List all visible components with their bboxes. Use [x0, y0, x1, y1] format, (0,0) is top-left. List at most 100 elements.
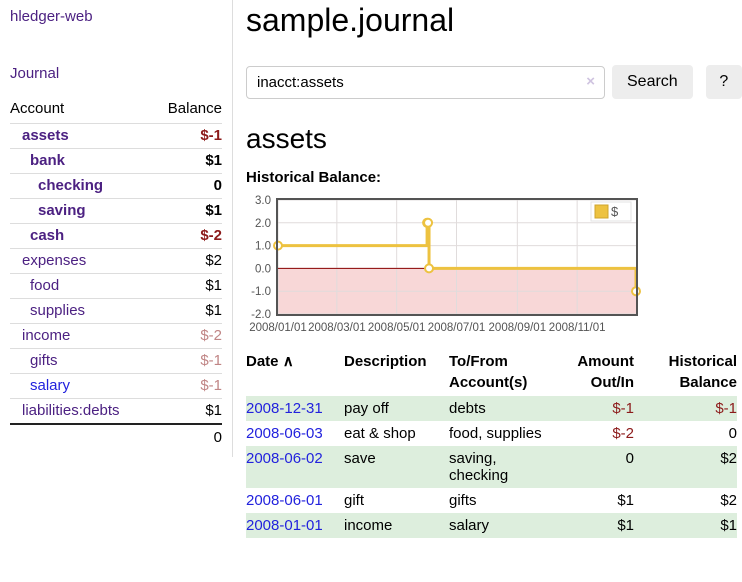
register-col-description: Description: [344, 353, 427, 370]
account-balance: $1: [151, 198, 222, 224]
page: hledger-web Journal Account Balance asse…: [0, 0, 742, 558]
register-description: income: [344, 517, 393, 534]
register-accounts: debts: [449, 400, 486, 417]
account-balance: $1: [151, 398, 222, 424]
register-balance: $-1: [715, 400, 737, 417]
accounts-table: Account Balance assets $-1 bank $1 check…: [10, 96, 222, 451]
chart-title: Historical Balance:: [246, 169, 382, 186]
svg-text:$: $: [611, 204, 619, 219]
svg-text:3.0: 3.0: [255, 195, 271, 207]
sidebar-account-liabilities-debts[interactable]: liabilities:debts: [22, 402, 120, 419]
register-date-link[interactable]: 2008-12-31: [246, 400, 323, 417]
register-date-link[interactable]: 2008-01-01: [246, 517, 323, 534]
sidebar-account-salary[interactable]: salary: [30, 377, 71, 394]
accounts-total-row: 0: [10, 423, 222, 451]
register-balance: $2: [720, 492, 737, 509]
register-accounts: gifts: [449, 492, 477, 509]
account-heading: assets: [246, 123, 327, 154]
account-balance: $1: [151, 148, 222, 174]
sidebar-account-expenses[interactable]: expenses: [22, 252, 87, 269]
main-content: sample.journal × Search ? assets Histori…: [233, 0, 742, 558]
sidebar-account-saving[interactable]: saving: [38, 202, 86, 219]
help-button[interactable]: ?: [705, 65, 742, 99]
register-balance: 0: [728, 425, 737, 442]
account-balance: $-2: [151, 223, 222, 249]
svg-text:-1.0: -1.0: [251, 286, 271, 298]
register-date-link[interactable]: 2008-06-03: [246, 425, 323, 442]
register-description: save: [344, 450, 376, 467]
account-balance: $1: [151, 298, 222, 324]
accounts-col-account: Account: [10, 100, 65, 117]
register-amount: $-1: [612, 400, 634, 417]
account-balance: 0: [151, 173, 222, 199]
search-bar: × Search ?: [246, 65, 742, 99]
svg-text:2008/01/01: 2008/01/01: [249, 322, 307, 334]
sidebar-account-gifts[interactable]: gifts: [30, 352, 58, 369]
register-col-amount: Amount Out/In: [577, 353, 634, 391]
account-row: income $-2: [10, 323, 222, 349]
register-table: Date ∧ Description To/From Account(s) Am…: [246, 348, 737, 538]
search-input[interactable]: [246, 65, 605, 99]
account-balance: $2: [151, 248, 222, 274]
account-row: expenses $2: [10, 248, 222, 274]
register-col-balance: Historical Balance: [668, 353, 737, 391]
search-button[interactable]: Search: [612, 65, 693, 99]
register-amount: $1: [617, 517, 634, 534]
account-balance: $-1: [151, 123, 222, 149]
sidebar-item-journal[interactable]: Journal: [10, 65, 60, 82]
historical-balance-chart: 3.0 2.0 1.0 0.0 -1.0 -2.0 2008/01/01 2008/03/01…: [246, 192, 742, 334]
register-amount: $1: [617, 492, 634, 509]
register-row: 2008-12-31 pay off debts $-1 $-1: [246, 396, 737, 421]
register-accounts: saving, checking: [449, 450, 509, 484]
register-amount: $-2: [612, 425, 634, 442]
account-row: bank $1: [10, 148, 222, 174]
register-amount: 0: [625, 450, 634, 467]
sidebar: hledger-web Journal Account Balance asse…: [0, 0, 233, 457]
register-description: eat & shop: [344, 425, 416, 442]
svg-text:2.0: 2.0: [255, 218, 271, 230]
clear-search-icon[interactable]: ×: [586, 72, 595, 90]
svg-text:-2.0: -2.0: [251, 309, 271, 321]
register-description: gift: [344, 492, 365, 509]
register-row: 2008-06-01 gift gifts $1 $2: [246, 488, 737, 513]
sidebar-account-food[interactable]: food: [30, 277, 60, 294]
account-row: gifts $-1: [10, 348, 222, 374]
account-row: assets $-1: [10, 123, 222, 149]
sidebar-account-cash[interactable]: cash: [30, 227, 65, 244]
account-row: checking 0: [10, 173, 222, 199]
svg-text:2008/09/01: 2008/09/01: [489, 322, 547, 334]
svg-text:2008/11/01: 2008/11/01: [549, 322, 606, 334]
account-row: supplies $1: [10, 298, 222, 324]
svg-text:2008/07/01: 2008/07/01: [428, 322, 486, 334]
svg-text:0.0: 0.0: [255, 263, 271, 275]
register-accounts: food, supplies: [449, 425, 542, 442]
sidebar-account-checking[interactable]: checking: [38, 177, 104, 194]
register-accounts: salary: [449, 517, 490, 534]
register-row: 2008-06-03 eat & shop food, supplies $-2…: [246, 421, 737, 446]
sidebar-account-bank[interactable]: bank: [30, 152, 66, 169]
svg-text:1.0: 1.0: [255, 241, 271, 253]
sidebar-account-income[interactable]: income: [22, 327, 71, 344]
register-date-link[interactable]: 2008-06-01: [246, 492, 323, 509]
sort-ascending-icon: ∧: [282, 353, 294, 370]
sidebar-account-supplies[interactable]: supplies: [30, 302, 86, 319]
account-row: salary $-1: [10, 373, 222, 399]
register-col-accounts: To/From Account(s): [449, 353, 528, 391]
register-col-date[interactable]: Date ∧: [246, 353, 294, 370]
register-row: 2008-06-02 save saving, checking 0 $2: [246, 446, 737, 488]
account-balance: $-1: [151, 348, 222, 374]
account-balance: $-1: [151, 373, 222, 399]
svg-text:2008/05/01: 2008/05/01: [368, 322, 426, 334]
account-row: liabilities:debts $1: [10, 398, 222, 424]
accounts-total: 0: [151, 423, 222, 451]
account-balance: $1: [151, 273, 222, 299]
account-balance: $-2: [151, 323, 222, 349]
app-brand-link[interactable]: hledger-web: [10, 8, 93, 25]
page-title: sample.journal: [246, 2, 455, 38]
register-balance: $1: [720, 517, 737, 534]
register-date-link[interactable]: 2008-06-02: [246, 450, 323, 467]
account-row: saving $1: [10, 198, 222, 224]
sidebar-account-assets[interactable]: assets: [22, 127, 69, 144]
register-balance: $2: [720, 450, 737, 467]
account-row: cash $-2: [10, 223, 222, 249]
